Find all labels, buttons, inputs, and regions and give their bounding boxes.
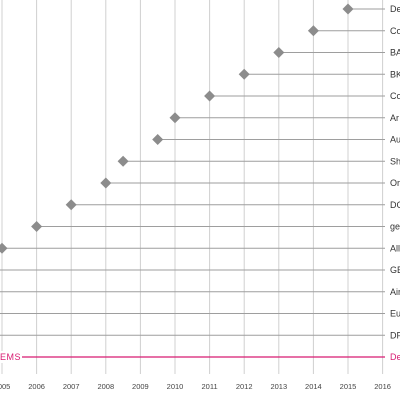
data-point-marker[interactable] [342,3,354,15]
x-tick-label: 2010 [167,382,184,391]
data-point-marker[interactable] [117,155,129,167]
row-label: Or [390,178,400,188]
timeline-row: Air [0,287,400,297]
timeline-row: Eu [0,309,400,319]
x-axis-ticks: 2005 2006 2007 2008 2009 2010 2011 2012 2013 2014… [0,382,391,391]
row-label: DF [390,330,400,340]
data-point-marker[interactable] [204,90,216,102]
x-tick-label: 2014 [305,382,322,391]
data-point-marker[interactable] [100,177,112,189]
timeline-row: Sh [117,155,400,167]
timeline-row: All [0,242,400,254]
highlighted-row-left-label: EMS [0,352,21,362]
row-label: All [390,243,400,253]
row-label: BK [390,69,400,79]
timeline-row: BK [238,68,400,80]
data-point-marker[interactable] [152,134,164,145]
x-tick-label: 2011 [202,382,218,391]
timeline-row: Co [307,25,400,37]
timeline-row: Ar [169,112,399,124]
data-point-marker[interactable] [31,221,43,232]
timeline-row: De [0,352,400,362]
timeline-row: ge [31,221,400,232]
row-label: Eu [390,309,400,319]
gridlines [1,0,384,374]
row-label: Sh [390,156,400,166]
row-label: BA [390,48,400,58]
row-label: Co [390,91,400,101]
x-tick-label: 2005 [0,382,10,391]
timeline-row: GE [0,265,400,275]
timeline-row: Co [204,90,400,102]
x-tick-label: 2015 [340,382,357,391]
x-tick-label: 2013 [270,382,287,391]
data-point-marker[interactable] [169,112,181,124]
timeline-row: DF [0,330,400,340]
data-point-marker[interactable] [0,242,8,254]
row-label: GE [390,265,400,275]
row-label: De [390,352,400,362]
timeline-row: Au [152,134,400,145]
timeline-row: Or [100,177,400,189]
row-label: Air [390,287,400,297]
row-label: DG [390,200,400,210]
timeline-row: De [342,3,400,15]
x-tick-label: 2006 [28,382,45,391]
x-tick-label: 2008 [97,382,114,391]
data-point-marker[interactable] [307,25,319,37]
row-label: Au [390,135,400,145]
x-tick-label: 2012 [236,382,253,391]
left-label-bg [0,351,22,363]
row-label: Co [390,26,400,36]
x-tick-label: 2009 [132,382,149,391]
x-tick-label: 2016 [374,382,391,391]
row-label: Ar [390,113,399,123]
x-tick-label: 2007 [63,382,80,391]
data-point-marker[interactable] [238,68,250,80]
timeline-row: BA [273,47,400,58]
row-label: De [390,4,400,14]
data-point-marker[interactable] [65,199,77,211]
row-label: ge [390,222,400,232]
data-point-marker[interactable] [273,47,285,58]
rows: De Co BA BK Co Ar Au Sh Or DG ge All GE Air Eu DF De [0,3,400,362]
timeline-row: DG [65,199,400,211]
